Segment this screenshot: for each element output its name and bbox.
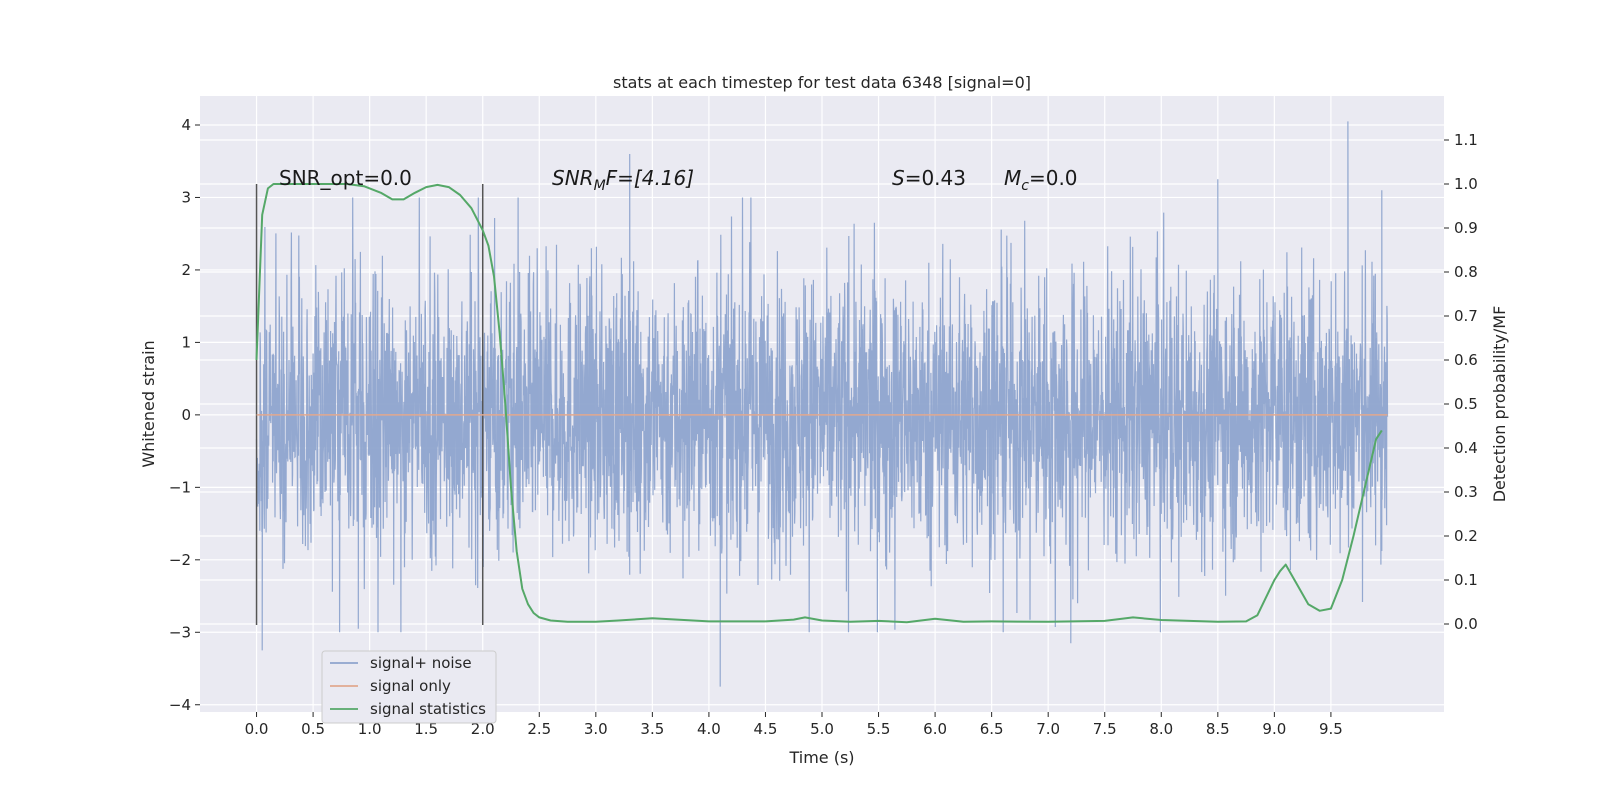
y-tick-label: −1 [169, 478, 191, 496]
annotation-s-label: S [892, 166, 905, 190]
series-signal-noise [255, 121, 1389, 687]
x-tick-label: 2.0 [471, 720, 495, 738]
x-tick-label: 1.0 [358, 720, 382, 738]
series-line-signal-statistics [255, 183, 1383, 624]
annotation-s: S=0.43 [892, 166, 966, 190]
x-tick-label: 2.5 [527, 720, 551, 738]
x-tick-label: 8.0 [1149, 720, 1173, 738]
y-axis-right-label: Detection probability/MF [1490, 306, 1509, 503]
y-right-tick-label: 0.7 [1454, 307, 1478, 325]
x-tick-label: 9.0 [1262, 720, 1286, 738]
y-right-tick-label: 0.4 [1454, 439, 1478, 457]
y-right-tick-label: 1.0 [1454, 175, 1478, 193]
annotation-s-value: =0.43 [905, 166, 966, 190]
y-tick-label: 0 [181, 406, 191, 424]
series-lines [255, 183, 1388, 624]
y-axis-label: Whitened strain [139, 340, 158, 467]
annotation-mc-value: =0.0 [1029, 166, 1078, 190]
y-right-tick-label: 0.6 [1454, 351, 1478, 369]
annotation-snr-opt: SNR_opt=0.0 [279, 166, 412, 190]
x-tick-label: 0.5 [301, 720, 325, 738]
legend: signal+ noise signal only signal statist… [321, 650, 497, 724]
x-tick-label: 1.5 [414, 720, 438, 738]
y-tick-label: 2 [181, 261, 191, 279]
y-tick-label: 1 [181, 333, 191, 351]
y-tick-label: 3 [181, 188, 191, 206]
legend-label-signal-statistics: signal statistics [370, 700, 486, 718]
chart-title: stats at each timestep for test data 634… [613, 73, 1031, 92]
x-tick-label: 4.5 [754, 720, 778, 738]
vertical-markers [255, 184, 484, 626]
x-tick-label: 5.0 [810, 720, 834, 738]
y-right-tick-label: 0.8 [1454, 263, 1478, 281]
y-tick-label: −4 [169, 696, 191, 714]
legend-label-signal-noise: signal+ noise [370, 654, 472, 672]
y-tick-label: −2 [169, 551, 191, 569]
y-right-tick-label: 0.5 [1454, 395, 1478, 413]
x-tick-label: 6.0 [923, 720, 947, 738]
y-right-tick-label: 0.2 [1454, 527, 1478, 545]
annotation-mc-label: M [1004, 166, 1021, 190]
axes: 0.0 0.5 1.0 1.5 2.0 2.5 3.0 3.5 4.0 4.5 5.0 5.5 6.0 6… [169, 116, 1478, 738]
x-axis-label: Time (s) [788, 748, 854, 767]
y-right-tick-label: 0.9 [1454, 219, 1478, 237]
annotation-snr-mf-rest: F=[4.16] [606, 166, 694, 190]
y-tick-label: 4 [181, 116, 191, 134]
y-right-tick-label: 1.1 [1454, 131, 1478, 149]
annotation-snr-mf: SNRMF=[4.16] [552, 166, 694, 194]
y-right-tick-label: 0.1 [1454, 571, 1478, 589]
annotation-snr-mf-label: SNR [552, 166, 594, 190]
series-line-signal-noise [255, 121, 1389, 687]
x-tick-label: 3.0 [584, 720, 608, 738]
x-tick-label: 9.5 [1319, 720, 1343, 738]
x-tick-label: 6.5 [980, 720, 1004, 738]
y-tick-label: −3 [169, 623, 191, 641]
legend-box [321, 650, 497, 724]
x-tick-label: 7.5 [1093, 720, 1117, 738]
y-right-tick-label: 0.3 [1454, 483, 1478, 501]
annotation-snr-mf-sub: M [594, 178, 606, 194]
x-tick-label: 8.5 [1206, 720, 1230, 738]
legend-label-signal-only: signal only [370, 677, 451, 695]
x-tick-label: 5.5 [867, 720, 891, 738]
x-tick-label: 4.0 [697, 720, 721, 738]
x-tick-label: 0.0 [245, 720, 269, 738]
annotation-mc-sub: c [1021, 178, 1029, 194]
y-right-tick-label: 0.0 [1454, 615, 1478, 633]
x-tick-label: 3.5 [640, 720, 664, 738]
annotation-mc: Mc=0.0 [1004, 166, 1078, 194]
x-tick-label: 7.0 [1036, 720, 1060, 738]
